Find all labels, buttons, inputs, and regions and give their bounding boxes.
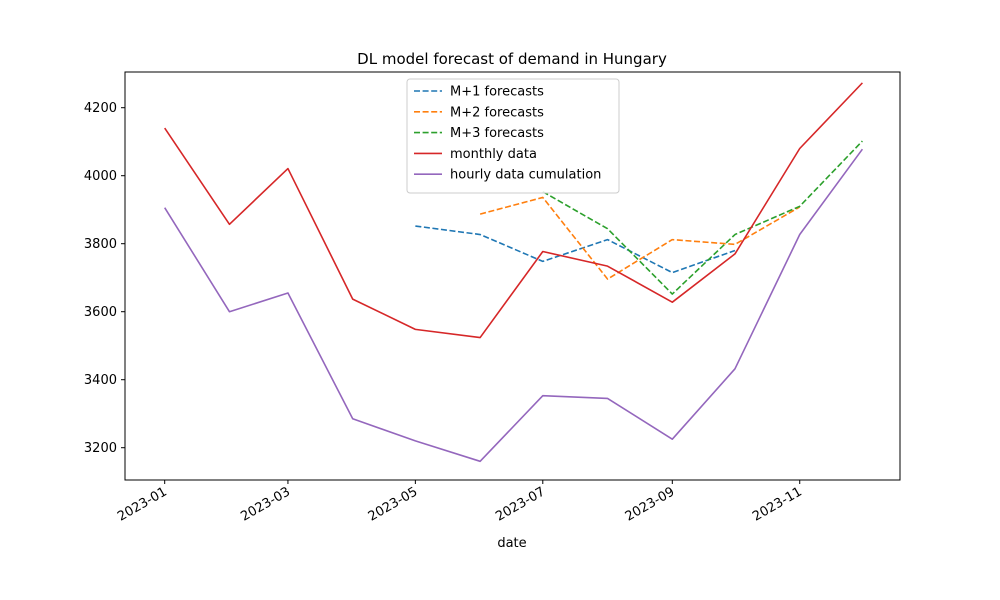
y-tick-label: 3400	[84, 373, 117, 388]
x-tick-label: 2023-01	[115, 484, 170, 524]
series-line-3	[164, 82, 863, 339]
plot-frame	[124, 71, 901, 481]
legend: M+1 forecasts M+2 forecasts M+3 forecasts m…	[406, 78, 620, 194]
legend-item: M+2 forecasts	[414, 105, 544, 120]
x-axis-title: date	[497, 536, 526, 551]
legend-item: monthly data	[414, 147, 537, 162]
x-tick-label: 2023-09	[623, 484, 678, 524]
x-tick-label: 2023-11	[750, 484, 805, 524]
series-line-2	[542, 140, 863, 295]
y-tick-label: 4000	[84, 169, 117, 184]
x-axis: 2023-01 2023-03 2023-05 2023-07 2023-09 2023-…	[115, 480, 805, 525]
legend-label: M+3 forecasts	[450, 126, 544, 141]
series-line-4	[164, 148, 864, 463]
series-line-0	[415, 225, 736, 274]
x-tick-label: 2023-05	[366, 484, 421, 524]
y-tick-label: 3200	[84, 441, 117, 456]
x-tick-label: 2023-07	[493, 484, 548, 524]
legend-item: hourly data cumulation	[414, 168, 601, 183]
legend-label: M+2 forecasts	[450, 105, 544, 120]
x-tick-label: 2023-03	[238, 484, 293, 524]
legend-label: M+1 forecasts	[450, 85, 544, 100]
y-tick-label: 3800	[84, 237, 117, 252]
legend-box	[406, 78, 620, 194]
legend-item: M+3 forecasts	[414, 126, 544, 141]
legend-label: hourly data cumulation	[450, 168, 601, 183]
y-tick-label: 4200	[84, 101, 117, 116]
chart-title: DL model forecast of demand in Hungary	[357, 50, 667, 68]
legend-label: monthly data	[450, 147, 537, 162]
plot-area	[164, 82, 864, 463]
series-line-1	[479, 196, 801, 280]
legend-item: M+1 forecasts	[414, 85, 544, 100]
y-tick-label: 3600	[84, 305, 117, 320]
y-axis: 3200 3400 3600 3800 4000 4200	[84, 101, 125, 456]
